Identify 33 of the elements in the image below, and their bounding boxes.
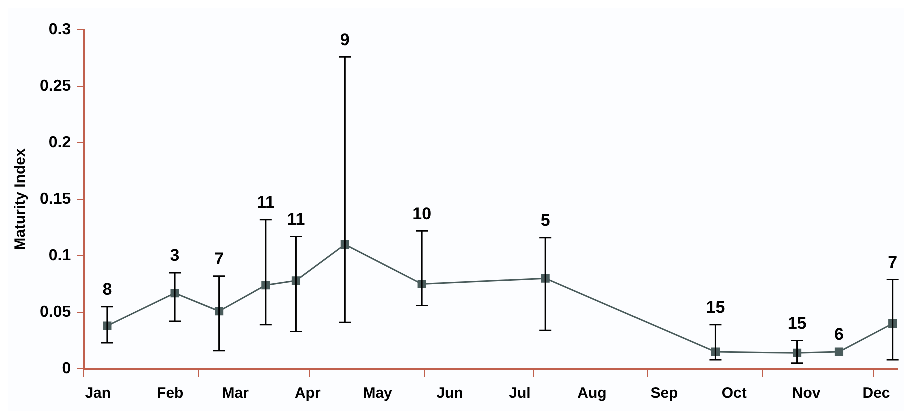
annotation: 10: [412, 204, 432, 224]
y-axis-title: Maturity Index: [12, 148, 30, 250]
x-tick-label: Dec: [862, 385, 890, 402]
x-tick-label: Jun: [436, 385, 464, 402]
y-tick-label: 0: [62, 360, 72, 378]
x-tick-label: Feb: [157, 385, 184, 402]
x-tick-label: Jul: [509, 385, 531, 402]
annotation: 3: [170, 246, 180, 266]
x-tick-label: Sep: [650, 385, 678, 402]
annotation: 7: [214, 250, 224, 269]
x-tick-label: May: [363, 385, 394, 402]
x-tick-label: Aug: [578, 385, 607, 402]
x-tick-label: Mar: [222, 385, 250, 402]
annotation: 6: [834, 325, 844, 344]
x-tick-label: Oct: [722, 385, 747, 402]
annotation: 9: [340, 30, 350, 50]
x-tick-label: Apr: [294, 385, 321, 402]
annotation: 15: [788, 314, 807, 333]
annotation: 7: [888, 252, 898, 272]
x-tick-label: Nov: [792, 385, 822, 402]
annotation: 15: [706, 298, 726, 318]
y-tick-label: 0.05: [40, 304, 72, 321]
annotation: 11: [287, 210, 306, 229]
y-tick-label: 0.15: [40, 190, 72, 208]
y-tick-label: 0.1: [48, 247, 72, 264]
annotation: 5: [540, 211, 550, 230]
point: [834, 348, 844, 356]
x-tick-label: Jan: [85, 385, 112, 402]
annotation: 11: [256, 193, 275, 212]
annotation: 8: [102, 280, 112, 300]
y-tick-label: 0.25: [40, 78, 72, 95]
y-tick-label: 0.3: [48, 21, 72, 38]
y-tick-label: 0.2: [48, 134, 72, 152]
